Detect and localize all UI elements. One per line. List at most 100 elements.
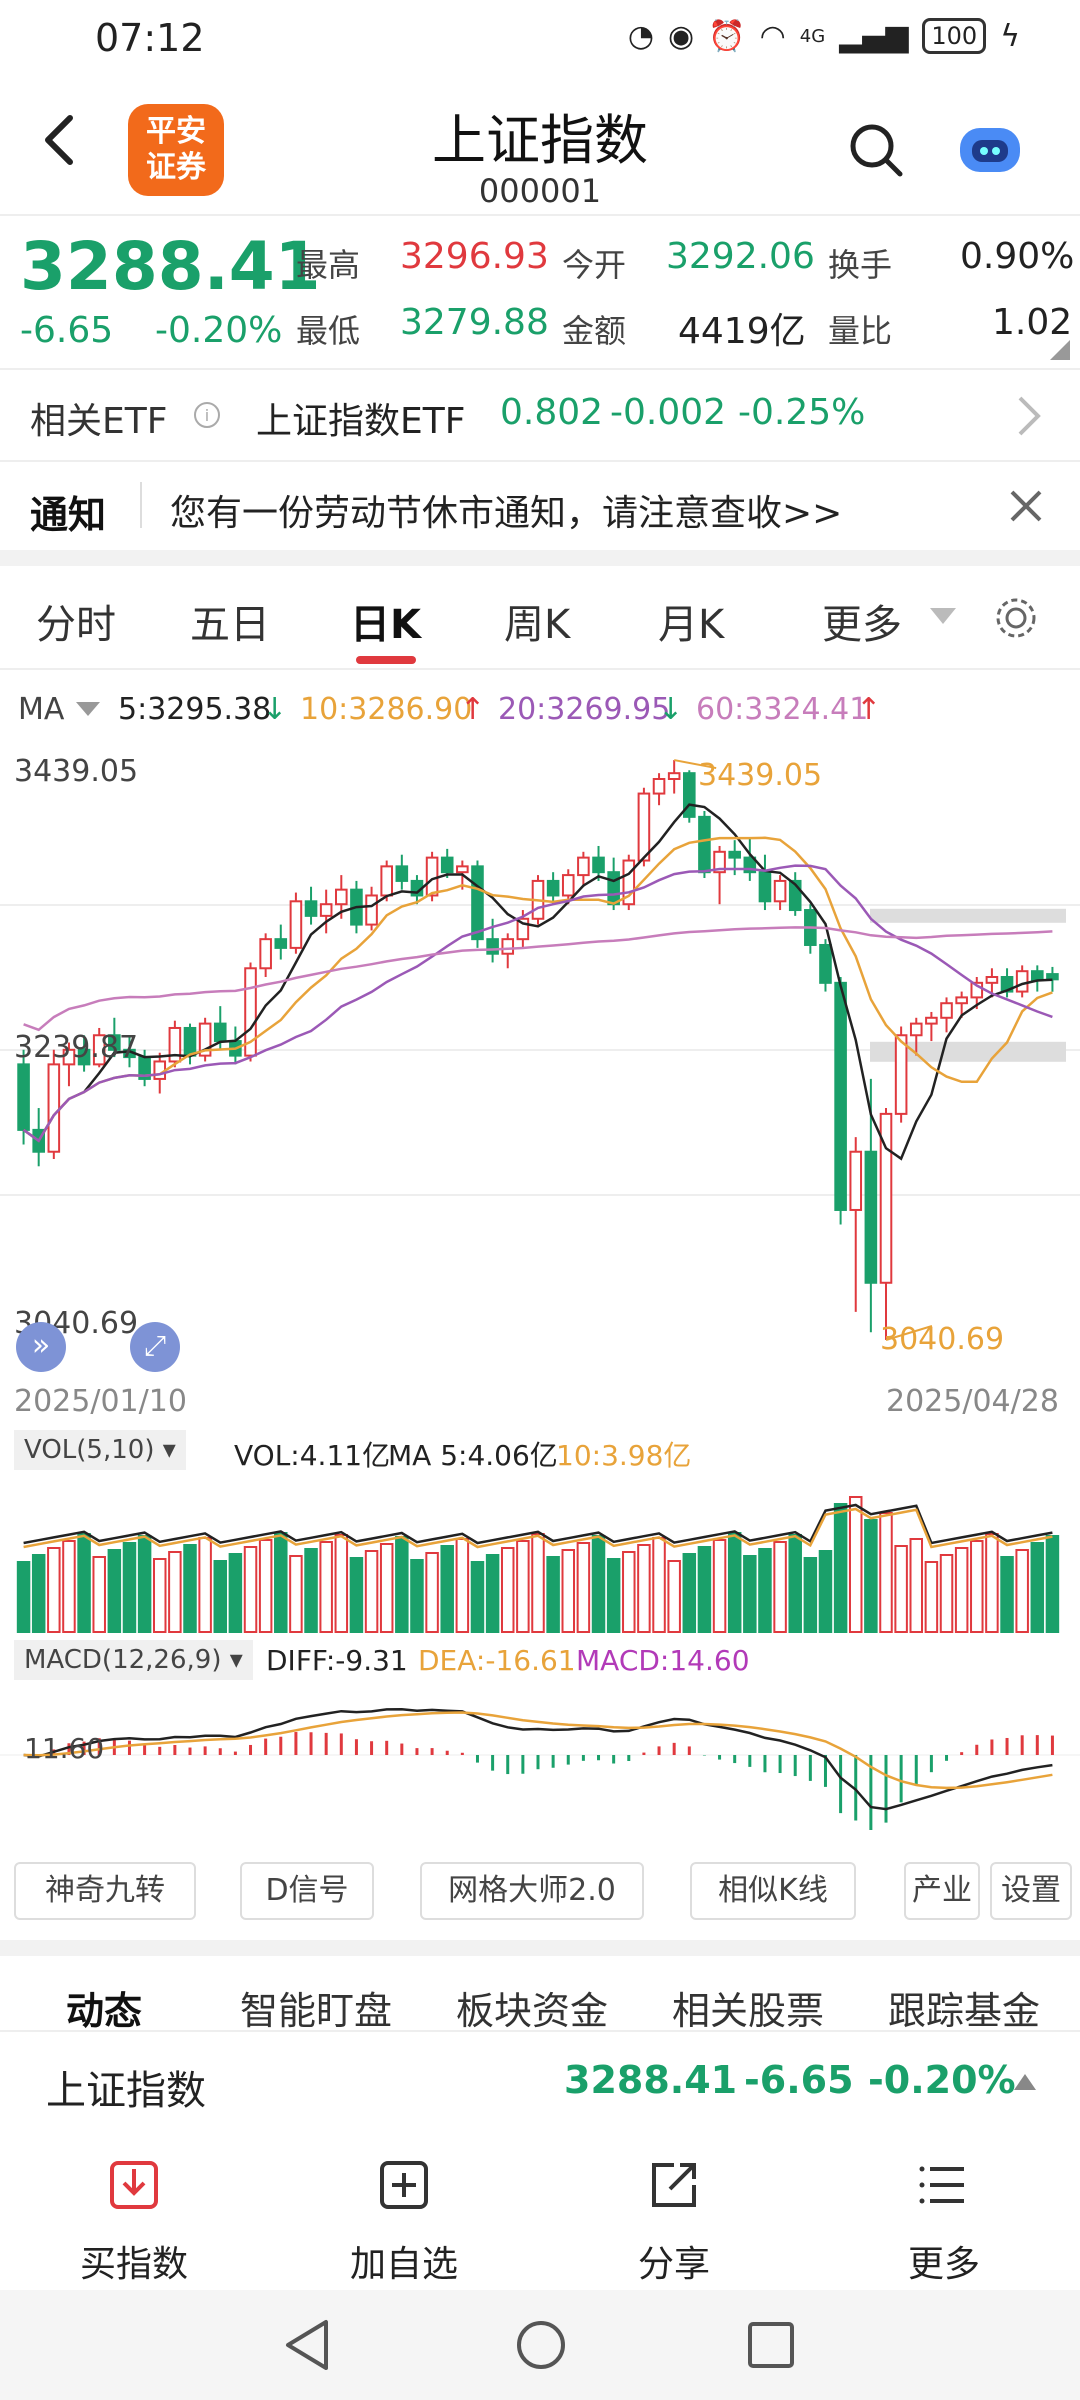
volume-bar (531, 1533, 545, 1633)
volume-bar (243, 1546, 258, 1633)
low-label: 最低 (296, 312, 361, 350)
tab-more[interactable]: 更多 (822, 602, 902, 648)
share-label: 分享 (637, 2244, 710, 2285)
tab-monthly-k[interactable]: 月K (658, 602, 725, 648)
ma10-value: 10:3286.90 (300, 692, 473, 727)
dropdown-icon[interactable] (930, 606, 956, 626)
turnover-label: 换手 (828, 246, 893, 284)
candle (819, 939, 832, 992)
candle-body (546, 879, 560, 897)
search-button[interactable] (848, 122, 903, 177)
volume-bar (485, 1554, 500, 1633)
add-watchlist-button[interactable]: 加自选 (314, 2155, 494, 2287)
candle (909, 1017, 923, 1056)
vol-selector[interactable]: VOL(5,10) ▾ (14, 1430, 186, 1470)
settings-gear-icon[interactable] (994, 596, 1038, 640)
settings-button[interactable]: 设置 (990, 1862, 1072, 1920)
volume-bar (939, 1554, 954, 1633)
candle (864, 1078, 878, 1333)
volume-bar (758, 1548, 772, 1633)
volume-bar (1045, 1535, 1060, 1633)
close-icon[interactable] (1008, 488, 1044, 524)
d-signal-button[interactable]: D信号 (240, 1862, 374, 1920)
chevron-right-icon (1018, 396, 1041, 436)
fullscreen-icon[interactable]: ⤢ (130, 1322, 180, 1372)
bottom-quote-bar[interactable]: 上证指数 3288.41 -6.65 -0.20% (0, 2030, 1080, 2130)
section-gap (0, 550, 1080, 566)
candle-body (395, 865, 409, 882)
vol-value: VOL:4.11亿 (234, 1439, 391, 1472)
candle-body (652, 778, 666, 795)
ma-dropdown-icon[interactable] (76, 702, 100, 718)
industry-button[interactable]: 产业 (904, 1862, 980, 1920)
candle (47, 1049, 61, 1160)
similar-k-button[interactable]: 相似K线 (690, 1862, 856, 1920)
candle (168, 1020, 182, 1068)
etf-change: -0.002 (610, 392, 727, 433)
info-icon[interactable]: i (192, 400, 222, 430)
candle (395, 854, 409, 890)
ma20-arrow-icon: ↓ (658, 692, 684, 727)
volume-bar (379, 1543, 394, 1633)
subtab-news[interactable]: 动态 (66, 1989, 143, 2033)
period-tabs: 分时 五日 日K 周K 月K 更多 (0, 592, 1080, 672)
candle-body (743, 856, 757, 874)
candle (1046, 966, 1059, 992)
volume-bar (47, 1547, 61, 1633)
candle-body (925, 1016, 938, 1025)
subtab-smart-watch[interactable]: 智能盯盘 (240, 1989, 393, 2033)
candle (274, 924, 288, 960)
tab-weekly-k[interactable]: 周K (504, 602, 571, 648)
nav-back-icon[interactable] (282, 2318, 332, 2372)
tab-daily-k[interactable]: 日K (350, 602, 421, 648)
buy-index-button[interactable]: 买指数 (44, 2155, 224, 2287)
candle-body (335, 888, 348, 906)
candle (546, 872, 560, 905)
caret-up-icon[interactable] (1014, 2074, 1036, 2090)
etf-label: 相关ETF (30, 401, 168, 442)
volume-bar (137, 1535, 152, 1633)
share-button[interactable]: 分享 (584, 2155, 764, 2287)
notice-text[interactable]: 您有一份劳动节休市通知，请注意查收>> (170, 493, 843, 534)
candlestick-chart[interactable] (0, 740, 1080, 1420)
notice-divider (140, 482, 142, 528)
macd-selector[interactable]: MACD(12,26,9) ▾ (14, 1640, 253, 1680)
open-label: 今开 (562, 246, 627, 284)
nav-recents-icon[interactable] (746, 2320, 796, 2370)
volume-bar (258, 1539, 273, 1633)
candle-body (440, 856, 454, 874)
tab-five-day[interactable]: 五日 (190, 602, 270, 648)
candle (561, 869, 575, 905)
more-button[interactable]: 更多 (854, 2155, 1034, 2287)
candle-body (985, 976, 999, 984)
grid-master-button[interactable]: 网格大师2.0 (420, 1862, 644, 1920)
macd-dea-line (23, 1711, 1053, 1790)
subtab-tracking-funds[interactable]: 跟踪基金 (888, 1989, 1041, 2033)
tab-intraday[interactable]: 分时 (36, 602, 116, 648)
alarm-icon: ⏰ (708, 18, 746, 54)
magic-nine-button[interactable]: 神奇九转 (14, 1862, 196, 1920)
volume-bar (727, 1532, 742, 1633)
volume-bar (743, 1555, 757, 1633)
subtab-sector-flow[interactable]: 板块资金 (456, 1989, 609, 2033)
back-button[interactable] (40, 110, 90, 180)
high-value: 3296.93 (400, 236, 549, 277)
assistant-robot-icon[interactable] (960, 128, 1020, 172)
nav-home-icon[interactable] (514, 2318, 568, 2372)
macd-chart[interactable] (0, 1680, 1080, 1830)
macd-dea-value: DEA:-16.61 (418, 1644, 576, 1677)
volume-bar (667, 1560, 681, 1633)
volume-bar (304, 1548, 318, 1633)
back-arrow-icon (45, 115, 73, 165)
candle-body (970, 981, 984, 999)
volume-chart[interactable] (0, 1474, 1080, 1634)
resistance-band (870, 908, 1066, 923)
ma-label[interactable]: MA (18, 692, 65, 727)
fast-forward-icon[interactable]: » (16, 1322, 66, 1372)
candle-body (773, 879, 787, 903)
volume-bar (107, 1549, 122, 1633)
expand-corner-icon[interactable] (1050, 340, 1070, 360)
section-gap (0, 1940, 1080, 1956)
subtab-related-stocks[interactable]: 相关股票 (672, 1989, 825, 2033)
ma5-arrow-icon: ↓ (262, 692, 288, 727)
